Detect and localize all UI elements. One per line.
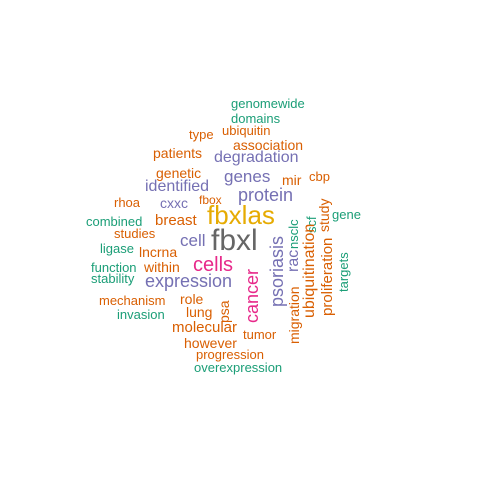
word-migration: migration: [286, 286, 302, 344]
word-fbxl: fbxl: [211, 224, 258, 257]
word-lung: lung: [186, 304, 213, 320]
word-combined: combined: [86, 214, 143, 229]
word-stability: stability: [91, 271, 135, 286]
word-role: role: [180, 291, 204, 307]
word-molecular: molecular: [172, 319, 238, 336]
word-invasion: invasion: [117, 307, 165, 322]
word-cancer: cancer: [242, 268, 262, 323]
word-domains: domains: [231, 111, 281, 126]
word-ubiquitination: ubiquitination: [301, 223, 318, 318]
word-association: association: [233, 137, 304, 153]
word-expression: expression: [145, 271, 233, 291]
word-cell: cell: [180, 231, 206, 250]
word-genetic: genetic: [156, 165, 202, 181]
word-psoriasis: psoriasis: [267, 235, 287, 307]
word-ligase: ligase: [100, 241, 134, 256]
word-cbp: cbp: [309, 169, 330, 184]
word-lncrna: lncrna: [139, 244, 178, 260]
word-studies: studies: [114, 226, 156, 241]
word-psa: psa: [216, 300, 232, 323]
word-genomewide: genomewide: [231, 96, 305, 111]
word-within: within: [144, 259, 180, 275]
word-mir: mir: [282, 172, 302, 188]
word-ubiquitin: ubiquitin: [222, 123, 271, 138]
word-study: study: [316, 198, 332, 232]
word-cells: cells: [193, 254, 234, 276]
word-protein: protein: [238, 185, 294, 205]
word-tumor: tumor: [243, 327, 277, 342]
word-overexpression: overexpression: [194, 360, 283, 375]
word-fbxlas: fbxlas: [207, 200, 275, 230]
word-targets: targets: [336, 252, 351, 292]
word-gene: gene: [332, 207, 361, 222]
word-rac: rac: [285, 249, 302, 272]
word-however: however: [184, 335, 237, 351]
word-fbox: fbox: [199, 193, 222, 207]
word-progression: progression: [196, 347, 264, 362]
word-breast: breast: [155, 212, 197, 229]
word-identified: identified: [145, 178, 210, 195]
word-degradation: degradation: [214, 149, 299, 166]
word-nsclc: nsclc: [286, 219, 301, 249]
word-function: function: [91, 260, 137, 275]
word-patients: patients: [153, 145, 203, 161]
word-mechanism: mechanism: [99, 293, 166, 308]
word-cxxc: cxxc: [160, 195, 188, 211]
word-type: type: [189, 127, 214, 142]
word-genes: genes: [224, 167, 271, 186]
word-rhoa: rhoa: [114, 195, 141, 210]
word-proliferation: proliferation: [319, 237, 336, 316]
